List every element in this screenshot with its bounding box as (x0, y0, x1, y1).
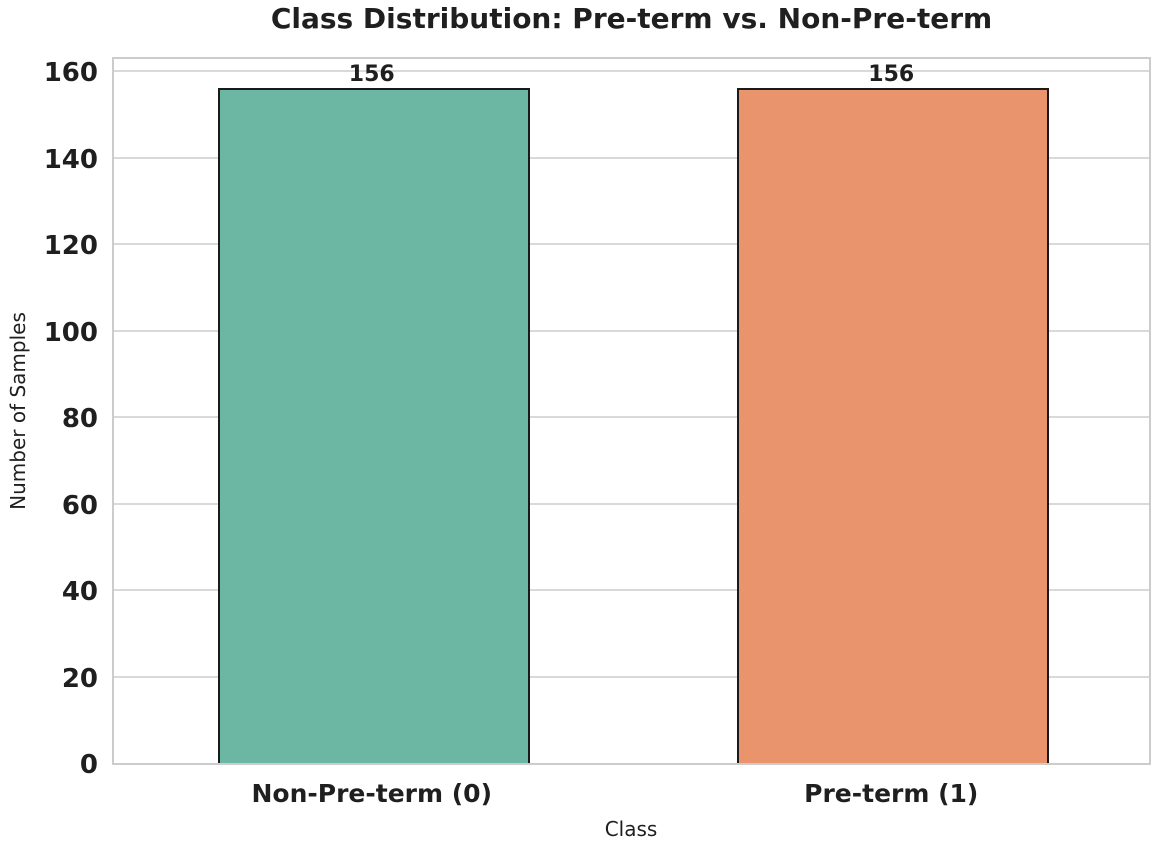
gridline (114, 502, 1149, 505)
y-tick-label: 140 (43, 144, 98, 175)
bar-value-label: 156 (348, 62, 395, 88)
bar (217, 88, 530, 763)
y-tick-label: 40 (61, 577, 98, 607)
y-tick-label: 100 (43, 317, 98, 348)
gridline (114, 156, 1149, 159)
y-tick-label: 0 (79, 750, 98, 780)
x-tick-label: Non-Pre-term (0) (251, 779, 493, 808)
gridline (114, 70, 1149, 73)
gridline (114, 416, 1149, 419)
gridline (114, 589, 1149, 592)
x-axis-label: Class (604, 817, 658, 841)
y-tick-label: 160 (43, 58, 98, 88)
y-tick-label: 80 (61, 404, 98, 434)
gridline (114, 243, 1149, 246)
y-tick-label: 60 (61, 490, 98, 521)
chart-title: Class Distribution: Pre-term vs. Non-Pre… (270, 2, 993, 35)
plot-area (112, 57, 1151, 765)
bar-value-label: 156 (868, 62, 915, 88)
x-tick-label: Pre-term (1) (804, 779, 979, 808)
y-tick-label: 20 (61, 663, 98, 694)
bar (737, 88, 1050, 763)
gridline (114, 675, 1149, 678)
y-tick-label: 120 (43, 231, 98, 261)
gridline (114, 329, 1149, 332)
